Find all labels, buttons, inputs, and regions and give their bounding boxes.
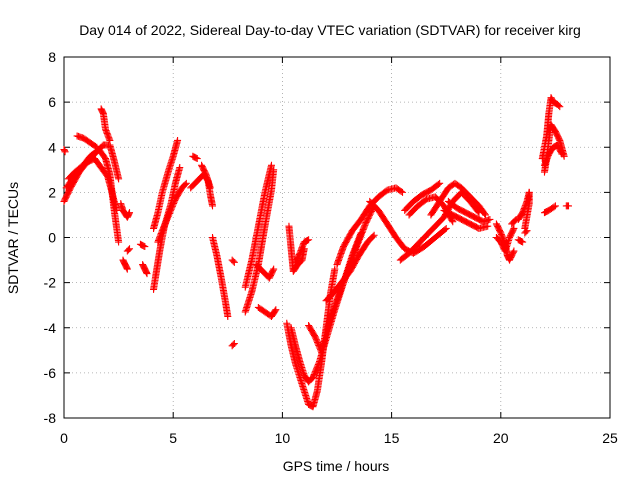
y-tick-label: -4 (44, 320, 57, 336)
data-point (448, 216, 456, 224)
data-point (270, 265, 278, 273)
data-point (509, 248, 517, 256)
data-point (482, 211, 490, 219)
data-point (229, 341, 237, 349)
data-point (449, 218, 457, 226)
data-point (510, 224, 518, 232)
data-point (434, 180, 442, 188)
data-point (224, 312, 232, 320)
data-point (509, 226, 517, 234)
y-tick-label: -6 (44, 365, 57, 381)
y-tick-label: 8 (48, 49, 56, 65)
data-point (370, 231, 378, 239)
data-point (229, 257, 237, 265)
y-tick-label: 4 (48, 139, 56, 155)
data-point (556, 103, 564, 111)
data-point (369, 232, 377, 240)
data-point (192, 154, 200, 162)
data-point (510, 247, 518, 255)
data-point (106, 136, 114, 144)
data-point (93, 143, 101, 151)
data-point (525, 188, 533, 196)
data-point (115, 175, 123, 183)
data-point (181, 180, 189, 188)
data-point (441, 225, 449, 233)
data-point (558, 150, 566, 158)
data-point (115, 238, 123, 246)
y-tick-label: -2 (44, 275, 57, 291)
data-point (123, 265, 131, 273)
data-point (271, 307, 279, 315)
data-point (230, 258, 238, 266)
data-point (486, 215, 494, 223)
data-point (182, 179, 190, 187)
data-point (140, 242, 148, 250)
data-point (331, 265, 339, 273)
x-tick-label: 5 (169, 430, 177, 446)
data-point (484, 222, 492, 230)
y-tick-label: 0 (48, 230, 56, 246)
data-point (511, 217, 519, 225)
data-point (269, 266, 277, 274)
grid-lines (64, 57, 610, 418)
data-point (397, 187, 405, 195)
y-tick-label: -8 (44, 410, 57, 426)
data-point (124, 246, 132, 254)
data-point (230, 340, 238, 348)
data-point (174, 136, 182, 144)
data-point (176, 164, 184, 172)
data-point (399, 188, 407, 196)
data-point (141, 243, 149, 251)
axis-ticks: 0 5 10 15 20 25 -8 -6 -4 -2 0 2 4 6 8 (44, 49, 618, 446)
data-point (436, 179, 444, 187)
data-point (91, 142, 99, 150)
data-point (209, 202, 217, 210)
data-point (523, 227, 531, 235)
data-point (304, 236, 312, 244)
y-tick-label: 2 (48, 184, 56, 200)
data-point (315, 359, 323, 367)
data-point (126, 209, 134, 217)
x-tick-label: 10 (275, 430, 291, 446)
data-point (112, 206, 120, 214)
data-point (270, 166, 278, 174)
data-point (551, 202, 559, 210)
x-tick-label: 25 (602, 430, 618, 446)
data-point (126, 245, 134, 253)
x-tick-label: 15 (384, 430, 400, 446)
x-tick-label: 20 (493, 430, 509, 446)
data-point (143, 270, 151, 278)
data-point (522, 228, 530, 236)
y-axis-label: SDTVAR / TECUs (5, 182, 21, 294)
data-point (555, 102, 563, 110)
data-point (61, 148, 69, 156)
data-point (206, 184, 214, 192)
data-point (519, 238, 527, 246)
data-point (305, 236, 313, 244)
data-point (565, 202, 573, 210)
data-point (193, 155, 201, 163)
data-point (267, 161, 275, 169)
data-point (272, 306, 280, 314)
x-tick-label: 0 (60, 430, 68, 446)
data-point (442, 224, 450, 232)
chart-title: Day 014 of 2022, Sidereal Day-to-day VTE… (79, 22, 581, 38)
x-axis-label: GPS time / hours (283, 458, 390, 474)
data-point (481, 210, 489, 218)
data-points (60, 94, 573, 411)
data-point (550, 203, 558, 211)
data-point (557, 149, 565, 157)
data-point (518, 237, 526, 245)
y-tick-label: 6 (48, 94, 56, 110)
